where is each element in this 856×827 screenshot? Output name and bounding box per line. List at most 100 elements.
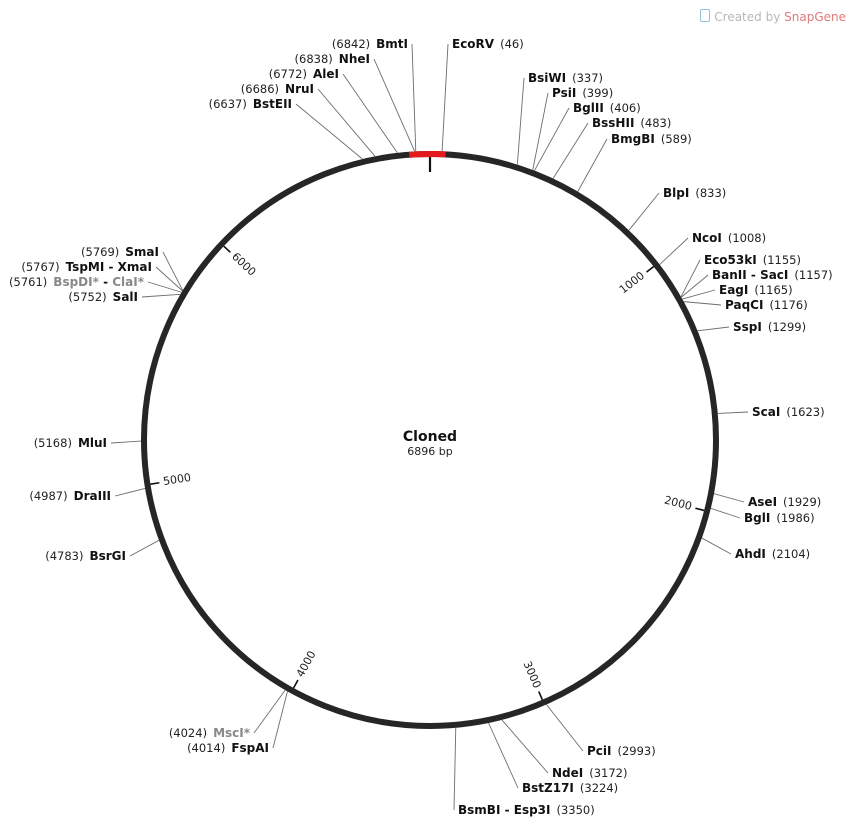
enzyme-name: DraIII bbox=[74, 489, 111, 503]
tick-label: 6000 bbox=[229, 250, 258, 279]
enzyme-name: BsrGI bbox=[89, 549, 126, 563]
site-position: (4014) bbox=[187, 741, 225, 755]
enzyme-name: ClaI* bbox=[112, 275, 144, 289]
site-position: (1155) bbox=[763, 253, 801, 267]
enzyme-separator: - bbox=[747, 268, 760, 282]
site-leader-line bbox=[697, 326, 730, 332]
enzyme-name: PsiI bbox=[552, 86, 576, 100]
site-label: (6842) BmtI bbox=[332, 37, 408, 51]
site-position: (589) bbox=[661, 132, 692, 146]
enzyme-name: FspAI bbox=[231, 741, 269, 755]
site-position: (5769) bbox=[81, 245, 119, 259]
site-position: (4987) bbox=[29, 489, 67, 503]
snapgene-logo-icon bbox=[700, 9, 711, 22]
site-label: AseI (1929) bbox=[748, 495, 821, 509]
site-label: AhdI (2104) bbox=[735, 547, 810, 561]
enzyme-name: BstEII bbox=[253, 97, 292, 111]
credit-prefix: Created by bbox=[714, 10, 781, 24]
enzyme-name: SalI bbox=[113, 290, 138, 304]
site-leader-line bbox=[253, 689, 286, 734]
site-position: (1623) bbox=[786, 405, 824, 419]
site-label: (5168) MluI bbox=[34, 436, 107, 450]
site-position: (3350) bbox=[557, 803, 595, 817]
enzyme-name: BglII bbox=[573, 101, 604, 115]
site-label: PciI (2993) bbox=[587, 744, 656, 758]
site-leader-line bbox=[682, 289, 716, 300]
label-layer: EcoRV (46)BsiWI (337)PsiI (399)BglII (406)Bs… bbox=[9, 37, 833, 817]
site-leader-line bbox=[534, 107, 570, 171]
site-label: (6686) NruI bbox=[241, 82, 314, 96]
site-leader-line bbox=[680, 259, 701, 298]
site-position: (1986) bbox=[776, 511, 814, 525]
enzyme-name: EcoRV bbox=[452, 37, 495, 51]
site-leader-line bbox=[272, 691, 288, 749]
site-leader-line bbox=[342, 73, 398, 154]
site-position: (2993) bbox=[618, 744, 656, 758]
enzyme-name: SspI bbox=[733, 320, 762, 334]
site-position: (1157) bbox=[794, 268, 832, 282]
site-leader-line bbox=[295, 103, 363, 160]
site-position: (1008) bbox=[728, 231, 766, 245]
site-position: (3224) bbox=[580, 781, 618, 795]
leader-layer bbox=[110, 43, 749, 811]
site-position: (46) bbox=[500, 37, 524, 51]
site-leader-line bbox=[717, 411, 749, 414]
feature-layer bbox=[408, 151, 446, 172]
site-leader-line bbox=[373, 58, 416, 152]
site-label: EcoRV (46) bbox=[452, 37, 524, 51]
enzyme-name: Eco53kI bbox=[704, 253, 757, 267]
site-leader-line bbox=[532, 92, 549, 170]
site-label: NdeI (3172) bbox=[552, 766, 628, 780]
enzyme-name: BstZ17I bbox=[522, 781, 574, 795]
tick-mark bbox=[646, 265, 655, 273]
site-position: (6772) bbox=[269, 67, 307, 81]
tick-label: 4000 bbox=[294, 649, 319, 680]
enzyme-name: XmaI bbox=[118, 260, 152, 274]
enzyme-name: BsiWI bbox=[528, 71, 566, 85]
site-label: SspI (1299) bbox=[733, 320, 806, 334]
site-label: EagI (1165) bbox=[719, 283, 793, 297]
site-position: (483) bbox=[640, 116, 671, 130]
enzyme-name: ScaI bbox=[752, 405, 780, 419]
site-label: (4783) BsrGI bbox=[45, 549, 126, 563]
site-leader-line bbox=[441, 43, 449, 152]
site-leader-line bbox=[516, 77, 525, 165]
site-leader-line bbox=[129, 539, 160, 557]
site-leader-line bbox=[577, 138, 608, 192]
enzyme-separator: - bbox=[500, 803, 513, 817]
site-leader-line bbox=[162, 251, 184, 291]
tick-mark bbox=[695, 507, 705, 512]
site-position: (2104) bbox=[772, 547, 810, 561]
enzyme-name: NcoI bbox=[692, 231, 722, 245]
enzyme-name: NdeI bbox=[552, 766, 583, 780]
site-label: BssHII (483) bbox=[592, 116, 671, 130]
enzyme-name: BsmBI bbox=[458, 803, 500, 817]
site-label: BglII (406) bbox=[573, 101, 641, 115]
site-position: (1929) bbox=[783, 495, 821, 509]
site-position: (833) bbox=[695, 186, 726, 200]
site-label: Eco53kI (1155) bbox=[704, 253, 801, 267]
site-leader-line bbox=[552, 122, 589, 179]
enzyme-name: BmgBI bbox=[611, 132, 655, 146]
site-label: PaqCI (1176) bbox=[725, 298, 808, 312]
site-label: (5769) SmaI bbox=[81, 245, 159, 259]
enzyme-separator: - bbox=[99, 275, 112, 289]
site-label: BanII - SacI (1157) bbox=[712, 268, 833, 282]
tick-layer: 1000 2000 3000 4000 5000 6000 bbox=[150, 245, 705, 701]
site-leader-line bbox=[713, 493, 745, 503]
site-position: (1176) bbox=[769, 298, 807, 312]
site-label: (4024) MscI* bbox=[169, 726, 251, 740]
credit-brand: SnapGene bbox=[784, 10, 846, 24]
site-label: NcoI (1008) bbox=[692, 231, 766, 245]
enzyme-name: SacI bbox=[760, 268, 788, 282]
enzyme-name: AseI bbox=[748, 495, 777, 509]
site-position: (6637) bbox=[209, 97, 247, 111]
site-leader-line bbox=[501, 719, 549, 774]
site-label: (5767) TspMI - XmaI bbox=[21, 260, 152, 274]
site-label: (4987) DraIII bbox=[29, 489, 111, 503]
site-position: (3172) bbox=[589, 766, 627, 780]
site-leader-line bbox=[659, 237, 689, 265]
tick-mark bbox=[292, 679, 299, 689]
enzyme-name: TspMI bbox=[66, 260, 105, 274]
